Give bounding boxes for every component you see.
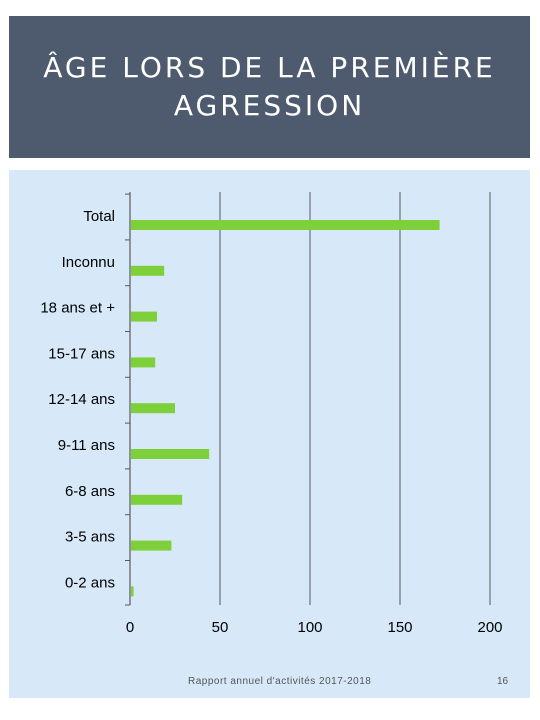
footer-text: Rapport annuel d'activités 2017-2018 [188,676,372,687]
x-tick-label: 200 [477,619,502,636]
x-tick-label: 150 [387,619,412,636]
chart-panel [9,170,530,698]
bar [131,311,157,322]
page-number: 16 [497,676,509,687]
bar [131,449,210,459]
category-label: Inconnu [62,254,115,271]
category-label: 18 ans et + [40,300,115,317]
category-label: 9-11 ans [58,437,115,454]
bar [131,403,175,414]
category-label: Total [83,208,115,225]
category-label: 12-14 ans [48,391,115,408]
slide-title: ÂGE LORS DE LA PREMIÈRE AGRESSION [43,51,496,122]
bar [131,586,134,597]
title-band: ÂGE LORS DE LA PREMIÈRE AGRESSION [9,16,530,158]
bar [131,265,165,276]
category-label: 6-8 ans [65,483,115,500]
x-tick-label: 0 [126,619,134,636]
x-tick-label: 50 [212,619,229,636]
bar [131,494,183,505]
bar [131,220,440,230]
category-label: 15-17 ans [48,345,115,362]
x-tick-label: 100 [297,619,322,636]
bar [131,540,172,551]
category-label: 3-5 ans [65,529,115,546]
category-label: 0-2 ans [65,574,115,591]
bar [131,357,156,368]
